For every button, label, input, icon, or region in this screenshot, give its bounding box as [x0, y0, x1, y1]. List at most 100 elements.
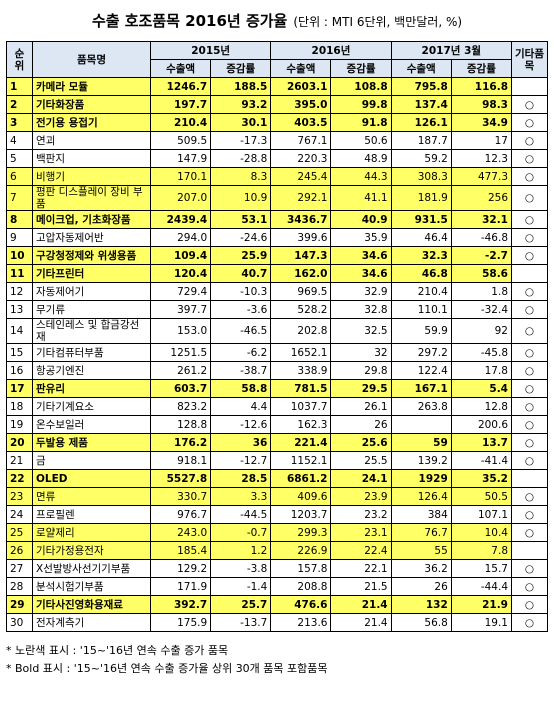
value-cell: 207.0: [149, 185, 212, 211]
value-cell: 221.4: [270, 433, 332, 452]
value-cell: 109.4: [149, 246, 212, 265]
value-cell: 32.9: [330, 282, 392, 301]
rank-cell: 11: [6, 264, 33, 283]
value-cell: 210.4: [149, 113, 212, 132]
value-cell: 32.5: [330, 318, 392, 344]
value-cell: 126.4: [390, 487, 452, 506]
name-cell: 스테인레스 및 합금강선재: [32, 318, 151, 344]
value-cell: 181.9: [390, 185, 452, 211]
sub-header: 수출액: [390, 59, 452, 78]
other-cell: ○: [511, 595, 548, 614]
other-cell: ○: [511, 343, 548, 362]
other-cell: ○: [511, 523, 548, 542]
name-cell: 비행기: [32, 167, 151, 186]
value-cell: 384: [390, 505, 452, 524]
value-cell: -45.8: [450, 343, 513, 362]
table-row: 28 분석시험기부품 171.9 -1.4 208.8 21.5 26 -44.4 ○: [6, 577, 548, 596]
value-cell: -6.2: [210, 343, 272, 362]
value-cell: 528.2: [270, 300, 332, 319]
other-cell: ○: [511, 246, 548, 265]
value-cell: 409.6: [270, 487, 332, 506]
value-cell: 59.2: [390, 149, 452, 168]
value-cell: 40.7: [210, 264, 272, 283]
rank-cell: 1: [6, 77, 33, 96]
value-cell: 2603.1: [270, 77, 332, 96]
name-cell: 분석시험기부품: [32, 577, 151, 596]
value-cell: 171.9: [149, 577, 212, 596]
value-cell: 36.2: [390, 559, 452, 578]
value-cell: 509.5: [149, 131, 212, 150]
value-cell: 108.8: [330, 77, 392, 96]
value-cell: 976.7: [149, 505, 212, 524]
value-cell: 116.8: [450, 77, 513, 96]
other-cell: ○: [511, 318, 548, 344]
value-cell: -2.7: [450, 246, 513, 265]
value-cell: 245.4: [270, 167, 332, 186]
other-cell: ○: [511, 300, 548, 319]
other-cell: ○: [511, 210, 548, 229]
name-cell: 백판지: [32, 149, 151, 168]
value-cell: 76.7: [390, 523, 452, 542]
rank-cell: 7: [6, 185, 33, 211]
table-row: 9 고압자동제어반 294.0 -24.6 399.6 35.9 46.4 -46.8 ○: [6, 228, 548, 247]
value-cell: 137.4: [390, 95, 452, 114]
value-cell: 162.3: [270, 415, 332, 434]
value-cell: 56.8: [390, 613, 452, 632]
rank-cell: 14: [6, 318, 33, 344]
value-cell: 729.4: [149, 282, 212, 301]
other-cell: ○: [511, 397, 548, 416]
value-cell: 132: [390, 595, 452, 614]
value-cell: 1152.1: [270, 451, 332, 470]
name-cell: 연괴: [32, 131, 151, 150]
value-cell: 36: [210, 433, 272, 452]
value-cell: 15.7: [450, 559, 513, 578]
value-cell: 35.2: [450, 469, 513, 488]
value-cell: 46.8: [390, 264, 452, 283]
value-cell: 603.7: [149, 379, 212, 398]
value-cell: 202.8: [270, 318, 332, 344]
value-cell: -28.8: [210, 149, 272, 168]
table-row: 26 기타가정용전자 185.4 1.2 226.9 22.4 55 7.8: [6, 541, 548, 560]
value-cell: 22.1: [330, 559, 392, 578]
value-cell: 170.1: [149, 167, 212, 186]
value-cell: 10.9: [210, 185, 272, 211]
value-cell: 1652.1: [270, 343, 332, 362]
other-cell: ○: [511, 113, 548, 132]
rank-cell: 17: [6, 379, 33, 398]
value-cell: -44.4: [450, 577, 513, 596]
table-row: 2 기타화장품 197.7 93.2 395.0 99.8 137.4 98.3 ○: [6, 95, 548, 114]
notes: * 노란색 표시 : '15~'16년 연속 수출 증가 품목 * Bold 표…: [6, 642, 548, 678]
name-header: 품목명: [32, 41, 151, 78]
value-cell: 330.7: [149, 487, 212, 506]
value-cell: 200.6: [450, 415, 513, 434]
rank-cell: 25: [6, 523, 33, 542]
value-cell: 147.9: [149, 149, 212, 168]
value-cell: 26: [330, 415, 392, 434]
value-cell: 28.5: [210, 469, 272, 488]
value-cell: 5527.8: [149, 469, 212, 488]
value-cell: 25.9: [210, 246, 272, 265]
table-row: 22 OLED 5527.8 28.5 6861.2 24.1 1929 35.2: [6, 469, 548, 488]
value-cell: 823.2: [149, 397, 212, 416]
name-cell: 자동제어기: [32, 282, 151, 301]
rank-cell: 20: [6, 433, 33, 452]
other-cell: ○: [511, 95, 548, 114]
other-cell: ○: [511, 577, 548, 596]
table-row: 16 항공기엔진 261.2 -38.7 338.9 29.8 122.4 17.8 ○: [6, 361, 548, 380]
table-row: 7 평판 디스플레이 장비 부품 207.0 10.9 292.1 41.1 181.9 25…: [6, 185, 548, 211]
value-cell: 918.1: [149, 451, 212, 470]
value-cell: 167.1: [390, 379, 452, 398]
value-cell: -0.7: [210, 523, 272, 542]
name-cell: 전자계측기: [32, 613, 151, 632]
value-cell: 263.8: [390, 397, 452, 416]
rank-cell: 22: [6, 469, 33, 488]
value-cell: 58.6: [450, 264, 513, 283]
value-cell: 122.4: [390, 361, 452, 380]
table-head: 순위 품목명 2015년 2016년 2017년 3월 기타품목 수출액 증감률…: [6, 41, 548, 78]
value-cell: 26.1: [330, 397, 392, 416]
value-cell: 220.3: [270, 149, 332, 168]
other-cell: ○: [511, 451, 548, 470]
rank-cell: 21: [6, 451, 33, 470]
value-cell: 128.8: [149, 415, 212, 434]
value-cell: -12.7: [210, 451, 272, 470]
